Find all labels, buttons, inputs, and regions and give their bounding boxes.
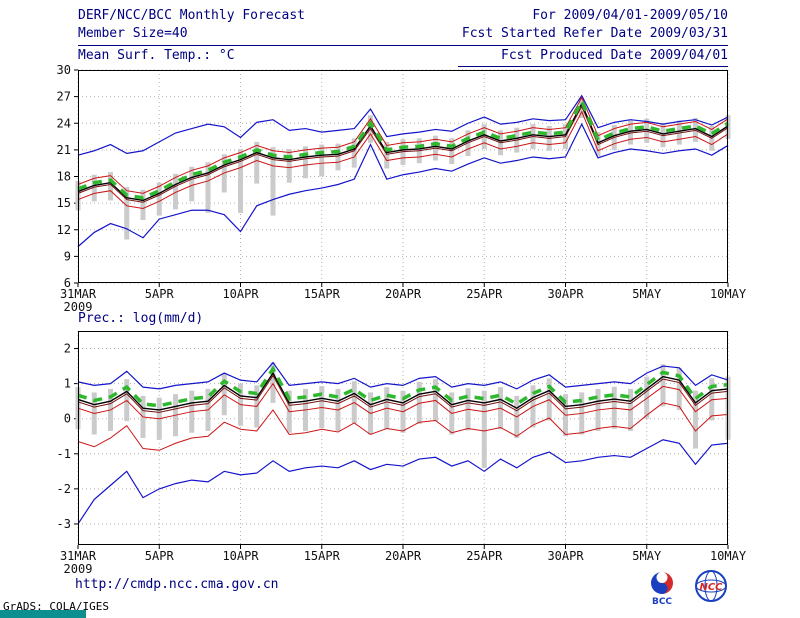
svg-text:1: 1 bbox=[64, 377, 71, 391]
header-divider-line-right bbox=[458, 66, 728, 67]
fcst-started-label: Fcst Started Refer Date 2009/03/31 bbox=[461, 26, 728, 41]
svg-text:5MAY: 5MAY bbox=[632, 287, 662, 301]
taskbar-fragment bbox=[0, 610, 86, 618]
svg-text:31MAR: 31MAR bbox=[60, 287, 97, 301]
svg-text:10MAY: 10MAY bbox=[710, 549, 747, 563]
svg-text:0: 0 bbox=[64, 412, 71, 426]
ncc-logo: NCC bbox=[688, 568, 734, 610]
svg-text:20APR: 20APR bbox=[385, 549, 422, 563]
svg-text:12: 12 bbox=[57, 223, 71, 237]
svg-text:5MAY: 5MAY bbox=[632, 549, 662, 563]
precip-chart-title: Prec.: log(mm/d) bbox=[78, 311, 204, 326]
svg-text:2: 2 bbox=[64, 342, 71, 356]
member-size-label: Member Size=40 bbox=[78, 26, 188, 41]
svg-text:30APR: 30APR bbox=[547, 549, 584, 563]
source-url: http://cmdp.ncc.cma.gov.cn bbox=[75, 577, 279, 592]
svg-text:9: 9 bbox=[64, 249, 71, 263]
svg-text:18: 18 bbox=[57, 170, 71, 184]
temperature-chart: 6 9 12 15 18 21 24 27 30 31MAR 5APR 10APR 15APR 20APR… bbox=[57, 63, 747, 314]
svg-text:30: 30 bbox=[57, 63, 71, 77]
page-title: DERF/NCC/BCC Monthly Forecast bbox=[78, 8, 305, 23]
svg-text:2009: 2009 bbox=[64, 562, 93, 576]
svg-text:6: 6 bbox=[64, 276, 71, 290]
temp-chart-title: Mean Surf. Temp.: °C bbox=[78, 48, 235, 63]
ncc-globe-lat-line bbox=[695, 579, 727, 593]
svg-text:5APR: 5APR bbox=[145, 549, 175, 563]
bcc-swirl-blue bbox=[651, 572, 668, 594]
svg-text:30APR: 30APR bbox=[547, 287, 584, 301]
svg-text:5APR: 5APR bbox=[145, 287, 175, 301]
svg-text:15: 15 bbox=[57, 196, 71, 210]
svg-text:25APR: 25APR bbox=[466, 287, 503, 301]
bcc-logo: BCC bbox=[640, 570, 684, 610]
fcst-produced-label: Fcst Produced Date 2009/04/01 bbox=[501, 48, 728, 63]
ncc-globe-lon-line bbox=[704, 570, 718, 602]
header-divider-line bbox=[78, 45, 728, 46]
precipitation-chart: -3 -2 -1 0 1 2 31MAR 5APR 10APR 15APR 20APR 25APR 30… bbox=[57, 331, 747, 576]
bcc-logo-text: BCC bbox=[652, 597, 672, 606]
forecast-range-label: For 2009/04/01-2009/05/10 bbox=[532, 8, 728, 23]
grads-credit: GrADS: COLA/IGES bbox=[3, 600, 109, 613]
svg-text:-2: -2 bbox=[57, 482, 71, 496]
svg-text:20APR: 20APR bbox=[385, 287, 422, 301]
svg-text:-1: -1 bbox=[57, 447, 71, 461]
svg-text:21: 21 bbox=[57, 143, 71, 157]
svg-text:24: 24 bbox=[57, 116, 71, 130]
svg-text:25APR: 25APR bbox=[466, 549, 503, 563]
ncc-logo-text: NCC bbox=[699, 582, 723, 593]
svg-text:27: 27 bbox=[57, 90, 71, 104]
svg-text:2009: 2009 bbox=[64, 300, 93, 314]
svg-text:15APR: 15APR bbox=[304, 287, 341, 301]
svg-text:10APR: 10APR bbox=[222, 549, 259, 563]
svg-text:10APR: 10APR bbox=[222, 287, 259, 301]
svg-text:15APR: 15APR bbox=[304, 549, 341, 563]
svg-text:31MAR: 31MAR bbox=[60, 549, 97, 563]
svg-text:10MAY: 10MAY bbox=[710, 287, 747, 301]
svg-text:-3: -3 bbox=[57, 517, 71, 531]
